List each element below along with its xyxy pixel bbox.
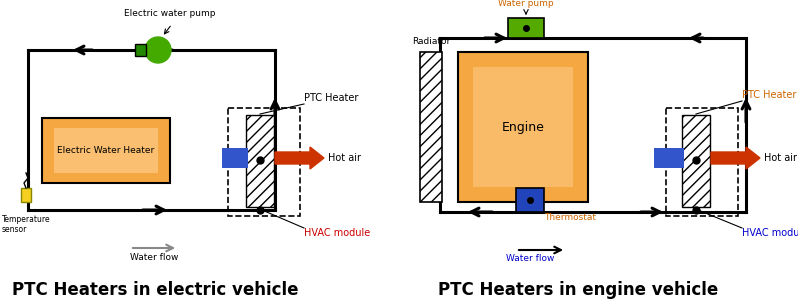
Text: PTC Heaters in electric vehicle: PTC Heaters in electric vehicle — [12, 281, 298, 299]
Text: PTC Heater: PTC Heater — [304, 93, 358, 103]
Bar — [654, 148, 684, 168]
Bar — [135, 44, 146, 56]
Text: Water pump: Water pump — [498, 0, 554, 8]
Bar — [228, 108, 300, 216]
Text: Thermostat: Thermostat — [544, 213, 596, 222]
Text: Water flow: Water flow — [506, 254, 555, 263]
Text: Electric Water Heater: Electric Water Heater — [57, 146, 155, 155]
Bar — [666, 108, 738, 216]
Bar — [42, 118, 170, 183]
Bar — [682, 115, 710, 207]
Bar — [54, 128, 158, 173]
Text: Electric water pump: Electric water pump — [124, 9, 215, 18]
Text: Hot air: Hot air — [328, 153, 361, 163]
Bar — [516, 188, 544, 212]
Bar — [473, 67, 573, 187]
FancyArrow shape — [711, 147, 760, 169]
Circle shape — [145, 37, 171, 63]
Bar — [246, 115, 274, 207]
Text: Temperature
sensor: Temperature sensor — [2, 215, 50, 235]
Text: Radiator: Radiator — [412, 37, 450, 46]
Bar — [458, 52, 588, 202]
Text: HVAC module: HVAC module — [742, 228, 798, 238]
Text: HVAC module: HVAC module — [304, 228, 370, 238]
FancyArrow shape — [275, 147, 324, 169]
Text: Hot air: Hot air — [764, 153, 797, 163]
Text: PTC Heater: PTC Heater — [742, 90, 796, 100]
Text: Engine: Engine — [502, 121, 544, 134]
Bar — [222, 148, 248, 168]
Bar — [21, 188, 31, 202]
Bar — [508, 18, 544, 38]
Text: PTC Heaters in engine vehicle: PTC Heaters in engine vehicle — [438, 281, 718, 299]
Bar — [420, 52, 442, 202]
Text: Water flow: Water flow — [130, 253, 179, 262]
